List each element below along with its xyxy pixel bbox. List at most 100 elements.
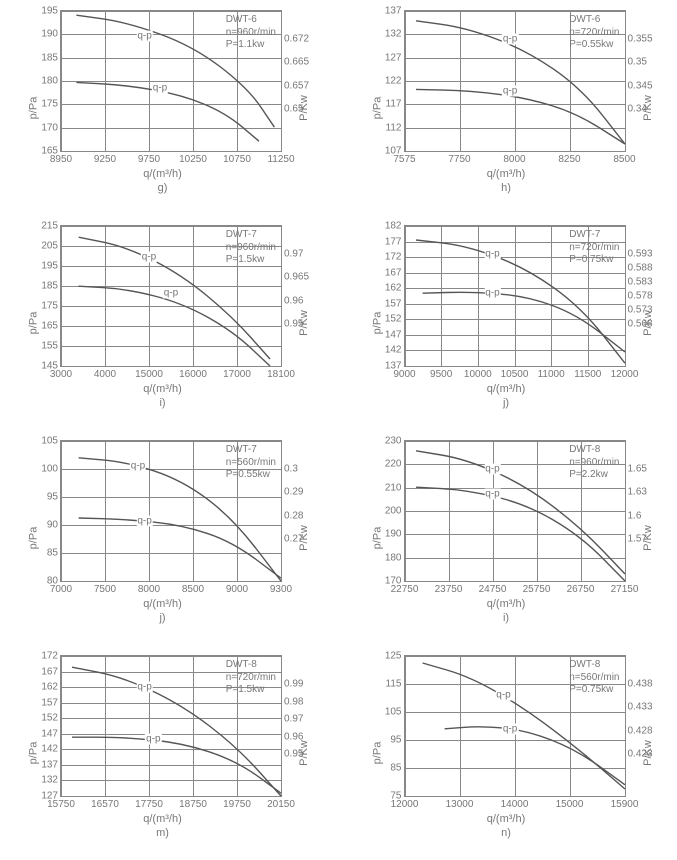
x-tick: 10750 xyxy=(223,151,251,165)
y-right-tick: 1.65 xyxy=(625,464,647,475)
speed: n=960r/min xyxy=(226,242,276,255)
chart: 808590951001057000750080008500900093000.… xyxy=(10,440,315,635)
x-tick: 10250 xyxy=(179,151,207,165)
x-tick: 8950 xyxy=(50,151,72,165)
y-right-tick: 0.578 xyxy=(625,291,653,302)
power: P=1.5kw xyxy=(226,254,276,267)
x-tick: 13000 xyxy=(446,796,474,810)
y-left-tick: 175 xyxy=(41,301,61,312)
y-left-tick: 172 xyxy=(41,651,61,662)
x-tick: 17750 xyxy=(135,796,163,810)
power: P=1.5kw xyxy=(226,684,276,697)
y-left-tick: 147 xyxy=(385,329,405,340)
y-left-tick: 180 xyxy=(41,76,61,87)
y-right-tick: 0.965 xyxy=(281,272,309,283)
y-left-tick: 185 xyxy=(41,281,61,292)
y-left-tick: 147 xyxy=(41,728,61,739)
y-left-tick: 157 xyxy=(385,298,405,309)
y-left-tick: 220 xyxy=(385,459,405,470)
y-left-tick: 195 xyxy=(41,261,61,272)
x-label: q/(m³/h) xyxy=(487,383,526,395)
plot-area: 7585951051151251200013000140001500015900… xyxy=(404,655,626,797)
speed: n=560r/min xyxy=(569,672,619,685)
x-tick: 9000 xyxy=(393,366,415,380)
y-left-tick: 152 xyxy=(385,314,405,325)
subplot-label: m) xyxy=(156,827,169,839)
power: P=2.2kw xyxy=(569,469,619,482)
power: P=0.55kw xyxy=(226,469,276,482)
y-left-tick: 177 xyxy=(385,236,405,247)
y-left-tick: 190 xyxy=(385,529,405,540)
model: DWT-8 xyxy=(569,659,619,672)
y-left-tick: 105 xyxy=(41,436,61,447)
subplot-label: i) xyxy=(503,612,509,624)
curve-label: q-p xyxy=(484,288,500,299)
y-left-tick: 162 xyxy=(41,682,61,693)
y-left-tick: 205 xyxy=(41,241,61,252)
y-left-tick: 95 xyxy=(390,735,404,746)
y-right-tick: 0.593 xyxy=(625,249,653,260)
x-label: q/(m³/h) xyxy=(487,168,526,180)
y-left-tick: 210 xyxy=(385,482,405,493)
curve-label: q-p xyxy=(163,288,179,299)
y-left-label: p/Pa xyxy=(371,96,383,119)
x-tick: 26750 xyxy=(567,581,595,595)
y-left-tick: 85 xyxy=(47,548,61,559)
speed: n=720r/min xyxy=(226,672,276,685)
y-right-tick: 1.6 xyxy=(625,510,642,521)
y-left-tick: 142 xyxy=(41,744,61,755)
y-right-tick: 0.428 xyxy=(625,725,653,736)
curve-label: q-p xyxy=(136,31,152,42)
y-left-tick: 215 xyxy=(41,221,61,232)
spec-box: DWT-7n=560r/minP=0.55kw xyxy=(226,444,276,482)
spec-box: DWT-8n=560r/minP=0.75kw xyxy=(569,659,619,697)
x-tick: 17000 xyxy=(223,366,251,380)
y-right-label: P/Kw xyxy=(642,740,654,766)
y-left-tick: 157 xyxy=(41,697,61,708)
power: P=0.55kw xyxy=(569,39,619,52)
chart: 7585951051151251200013000140001500015900… xyxy=(354,655,659,850)
y-left-tick: 180 xyxy=(385,552,405,563)
y-right-tick: 0.665 xyxy=(281,57,309,68)
subplot-label: j) xyxy=(159,612,165,624)
y-right-tick: 0.97 xyxy=(281,714,303,725)
spec-box: DWT-7n=960r/minP=1.5kw xyxy=(226,229,276,267)
y-left-tick: 182 xyxy=(385,221,405,232)
y-left-tick: 105 xyxy=(385,707,405,718)
curve-label: q-p xyxy=(484,489,500,500)
curve-label: q-p xyxy=(484,249,500,260)
x-tick: 7575 xyxy=(393,151,415,165)
x-tick: 11250 xyxy=(267,151,294,165)
chart: 1651701751801851901958950925097501025010… xyxy=(10,10,315,205)
y-right-tick: 0.28 xyxy=(281,510,303,521)
y-right-tick: 0.3 xyxy=(281,464,298,475)
x-tick: 25750 xyxy=(523,581,551,595)
y-left-label: p/Pa xyxy=(27,526,39,549)
subplot-label: j) xyxy=(503,397,509,409)
plot-area: 1701801902002102202302275023750247502575… xyxy=(404,440,626,582)
y-left-tick: 155 xyxy=(41,341,61,352)
x-label: q/(m³/h) xyxy=(143,383,182,395)
y-left-label: p/Pa xyxy=(27,96,39,119)
x-tick: 18750 xyxy=(179,796,207,810)
y-right-tick: 0.97 xyxy=(281,249,303,260)
y-left-label: p/Pa xyxy=(27,311,39,334)
y-left-tick: 137 xyxy=(385,6,405,17)
x-tick: 9750 xyxy=(138,151,160,165)
spec-box: DWT-8n=960r/minP=2.2kw xyxy=(569,444,619,482)
x-tick: 10500 xyxy=(501,366,529,380)
curve-label: q-p xyxy=(136,515,152,526)
speed: n=720r/min xyxy=(569,242,619,255)
y-left-label: p/Pa xyxy=(27,741,39,764)
y-right-tick: 0.588 xyxy=(625,263,653,274)
x-tick: 24750 xyxy=(479,581,507,595)
y-right-tick: 0.98 xyxy=(281,696,303,707)
x-tick: 11500 xyxy=(574,366,601,380)
chart: 1071121171221271321377575775080008250850… xyxy=(354,10,659,205)
y-left-tick: 142 xyxy=(385,345,405,356)
subplot-label: h) xyxy=(501,182,511,194)
x-tick: 7500 xyxy=(94,581,116,595)
plot-area: 1651701751801851901958950925097501025010… xyxy=(60,10,282,152)
curve-label: q-p xyxy=(130,461,146,472)
x-tick: 9300 xyxy=(270,581,292,595)
